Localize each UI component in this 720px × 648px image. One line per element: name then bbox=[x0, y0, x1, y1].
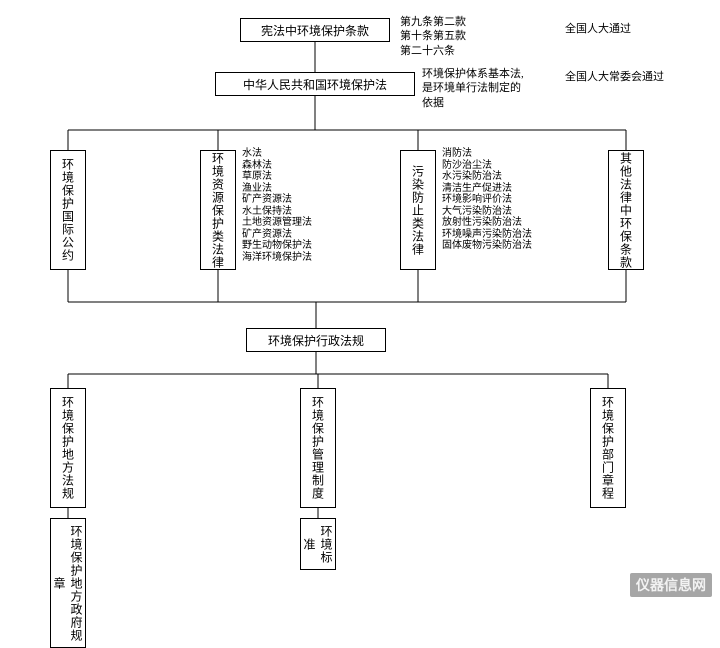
annot-a2: 全国人大通过 bbox=[565, 22, 631, 36]
node-n8: 环境保护地方法规 bbox=[50, 388, 86, 508]
node-n1: 宪法中环境保护条款 bbox=[240, 18, 390, 42]
node-n10: 环境保护部门章程 bbox=[590, 388, 626, 508]
annot-a3: 环境保护体系基本法, 是环境单行法制定的 依据 bbox=[422, 67, 524, 110]
node-n5: 污染防止类法律 bbox=[400, 150, 436, 270]
annot-a6: 消防法 防沙治尘法 水污染防治法 清洁生产促进法 环境影响评价法 大气污染防治法… bbox=[442, 148, 532, 252]
watermark: 仪器信息网 bbox=[630, 573, 712, 597]
annot-a1: 第九条第二款 第十条第五款 第二十六条 bbox=[400, 15, 466, 58]
node-n12: 环境标准 bbox=[300, 518, 336, 570]
node-n4: 环境资源保护类法律 bbox=[200, 150, 236, 270]
node-n11: 环境保护地方政府规章 bbox=[50, 518, 86, 648]
node-n3: 环境保护国际公约 bbox=[50, 150, 86, 270]
node-n7: 环境保护行政法规 bbox=[246, 328, 386, 352]
annot-a4: 全国人大常委会通过 bbox=[565, 70, 664, 84]
node-n2: 中华人民共和国环境保护法 bbox=[215, 72, 415, 96]
node-n6: 其他法律中环保条款 bbox=[608, 150, 644, 270]
annot-a5: 水法 森林法 草原法 渔业法 矿产资源法 水土保持法 土地资源管理法 矿产资源法… bbox=[242, 148, 312, 263]
node-n9: 环境保护管理制度 bbox=[300, 388, 336, 508]
diagram-canvas: 仪器信息网 宪法中环境保护条款中华人民共和国环境保护法环境保护国际公约 环境资源保… bbox=[0, 0, 720, 603]
